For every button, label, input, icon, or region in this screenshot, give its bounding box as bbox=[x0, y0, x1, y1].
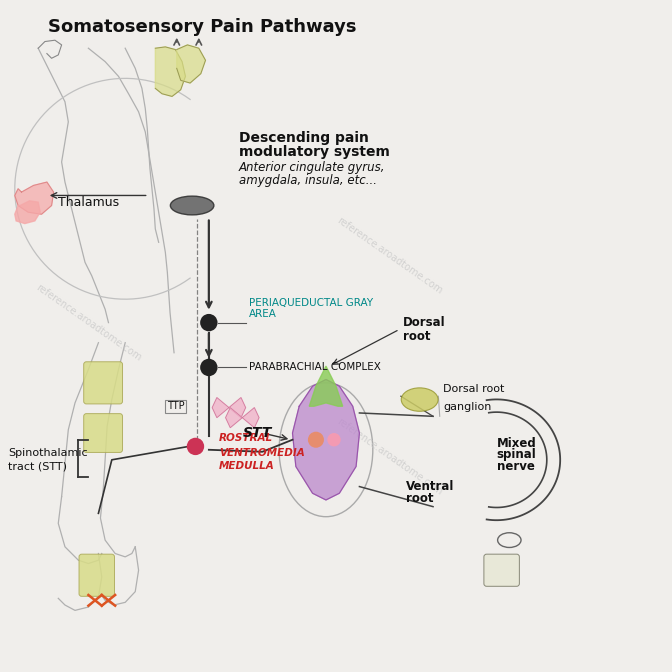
Text: modulatory system: modulatory system bbox=[239, 144, 390, 159]
Polygon shape bbox=[309, 366, 343, 407]
Polygon shape bbox=[212, 398, 229, 417]
Text: Somatosensory Pain Pathways: Somatosensory Pain Pathways bbox=[48, 18, 357, 36]
Text: TTP: TTP bbox=[167, 401, 184, 411]
Ellipse shape bbox=[401, 388, 438, 411]
FancyBboxPatch shape bbox=[79, 554, 114, 596]
Text: MEDULLA: MEDULLA bbox=[219, 461, 275, 471]
Text: root: root bbox=[407, 492, 433, 505]
Polygon shape bbox=[155, 47, 185, 96]
Text: STT: STT bbox=[243, 426, 271, 440]
Circle shape bbox=[327, 433, 341, 446]
Text: Spinothalamic: Spinothalamic bbox=[8, 448, 88, 458]
Text: amygdala, insula, etc...: amygdala, insula, etc... bbox=[239, 175, 377, 187]
Circle shape bbox=[200, 314, 218, 331]
Text: reference.aroadtome.com: reference.aroadtome.com bbox=[335, 216, 444, 296]
Text: ganglion: ganglion bbox=[443, 403, 491, 412]
Text: Descending pain: Descending pain bbox=[239, 131, 369, 145]
Polygon shape bbox=[229, 398, 246, 417]
Text: Mixed: Mixed bbox=[497, 437, 536, 450]
Circle shape bbox=[200, 359, 218, 376]
Text: reference.aroadtome.com: reference.aroadtome.com bbox=[34, 282, 143, 363]
Text: spinal: spinal bbox=[497, 448, 536, 461]
Text: root: root bbox=[403, 330, 431, 343]
Text: VENTROMEDIA: VENTROMEDIA bbox=[219, 448, 304, 458]
Ellipse shape bbox=[171, 196, 214, 215]
Polygon shape bbox=[177, 45, 206, 83]
Text: Dorsal root: Dorsal root bbox=[443, 384, 505, 394]
Text: Dorsal: Dorsal bbox=[403, 317, 446, 329]
Polygon shape bbox=[15, 201, 40, 224]
Text: PARABRACHIAL COMPLEX: PARABRACHIAL COMPLEX bbox=[249, 362, 381, 372]
Text: tract (STT): tract (STT) bbox=[8, 462, 67, 472]
Polygon shape bbox=[226, 408, 243, 427]
Circle shape bbox=[308, 431, 324, 448]
Circle shape bbox=[187, 437, 204, 455]
FancyBboxPatch shape bbox=[84, 414, 122, 452]
Text: Thalamus: Thalamus bbox=[58, 196, 120, 208]
Text: Ventral: Ventral bbox=[407, 480, 455, 493]
Text: PERIAQUEDUCTAL GRAY
AREA: PERIAQUEDUCTAL GRAY AREA bbox=[249, 298, 373, 319]
FancyBboxPatch shape bbox=[484, 554, 519, 586]
Polygon shape bbox=[292, 380, 360, 500]
Text: ROSTRAL: ROSTRAL bbox=[219, 433, 273, 443]
Text: nerve: nerve bbox=[497, 460, 534, 473]
Text: reference.aroadtome.com: reference.aroadtome.com bbox=[335, 416, 444, 497]
Polygon shape bbox=[243, 408, 259, 427]
Polygon shape bbox=[15, 182, 54, 214]
Text: Anterior cingulate gyrus,: Anterior cingulate gyrus, bbox=[239, 161, 386, 174]
FancyBboxPatch shape bbox=[84, 362, 122, 404]
